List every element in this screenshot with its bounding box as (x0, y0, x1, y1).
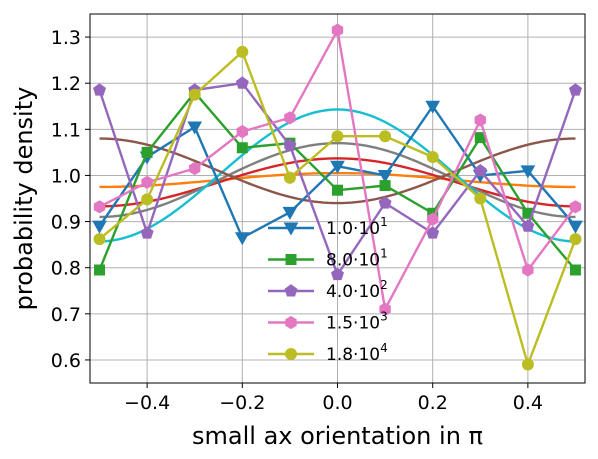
data-point (521, 219, 535, 232)
data-point (284, 111, 296, 125)
y-tick-label: 1.2 (51, 73, 81, 95)
data-point (331, 267, 344, 281)
x-tick-label: 0.2 (418, 392, 448, 414)
data-point (141, 193, 154, 206)
series-pentagon (93, 76, 582, 281)
data-point (330, 160, 345, 174)
data-point (568, 83, 582, 96)
legend-marker (285, 254, 297, 265)
series-hexagon (93, 23, 582, 316)
data-point (141, 175, 153, 189)
data-point (93, 200, 106, 214)
fit-curve (99, 141, 576, 219)
data-point (189, 161, 201, 176)
data-point (425, 100, 441, 114)
data-point (236, 45, 249, 58)
fit-curve (99, 137, 576, 205)
legend-marker (285, 315, 297, 330)
data-point (332, 184, 343, 196)
legend-label: 1.5·103 (326, 310, 388, 334)
y-tick-label: 1.1 (51, 119, 81, 141)
data-point (140, 226, 154, 239)
data-point (188, 88, 201, 101)
data-series (92, 23, 583, 371)
data-point (569, 200, 582, 214)
y-tick-label: 0.6 (51, 350, 81, 372)
fit-curve (99, 157, 576, 208)
legend-label: 1.0·101 (326, 215, 388, 239)
data-point (427, 212, 439, 226)
data-point (569, 233, 582, 246)
data-point (379, 180, 391, 192)
legend-item: 1.5·103 (268, 310, 388, 334)
legend-marker (283, 222, 299, 236)
y-tick-label: 1.0 (51, 165, 81, 187)
data-point (94, 264, 106, 276)
legend-label: 1.8·104 (326, 341, 388, 365)
data-point (235, 76, 249, 89)
data-point (331, 23, 344, 37)
data-point (236, 125, 248, 139)
data-point (568, 220, 583, 234)
data-point (379, 130, 392, 143)
legend-item: 8.0·101 (268, 247, 388, 271)
data-point (521, 358, 534, 371)
fit-curve (99, 108, 576, 243)
y-axis-label: probability density (10, 87, 38, 311)
data-point (93, 83, 107, 96)
x-tick-label: −0.2 (219, 392, 265, 414)
x-tick-label: −0.4 (124, 392, 170, 414)
y-tick-label: 0.7 (51, 304, 81, 326)
data-point (379, 302, 391, 316)
data-point (378, 196, 392, 209)
data-point (426, 150, 439, 163)
data-point (234, 232, 250, 246)
y-axis-ticks: 0.6 0.7 0.8 0.9 1.0 1.1 1.2 1.3 (51, 27, 90, 372)
data-point (93, 233, 106, 246)
x-axis-label: small ax orientation in π (192, 422, 483, 450)
y-tick-label: 1.3 (51, 27, 81, 49)
data-point (569, 264, 581, 276)
x-axis-ticks: −0.4 −0.2 0.0 0.2 0.4 (124, 383, 543, 414)
data-point (236, 142, 248, 154)
data-point (473, 164, 487, 177)
data-point (187, 121, 203, 135)
data-point (141, 146, 153, 158)
data-point (283, 171, 296, 184)
x-tick-label: 0.4 (513, 392, 543, 414)
data-point (474, 192, 487, 205)
legend-marker (285, 348, 297, 360)
data-point (282, 206, 298, 220)
legend-item: 1.0·101 (268, 215, 388, 239)
legend: 1.0·101 8.0·101 4.0·102 1.5·103 1.8·104 (268, 215, 388, 365)
legend-marker (284, 284, 298, 297)
series-circle (93, 45, 582, 371)
data-point (283, 138, 297, 151)
y-tick-label: 0.9 (51, 212, 81, 234)
data-point (522, 263, 534, 277)
y-tick-label: 0.8 (51, 258, 81, 280)
data-point (377, 169, 393, 183)
legend-label: 8.0·101 (326, 247, 388, 271)
legend-item: 1.8·104 (268, 341, 388, 365)
data-point (520, 165, 536, 179)
legend-item: 4.0·102 (268, 278, 388, 302)
data-point (92, 220, 107, 234)
data-point (474, 113, 486, 127)
legend-label: 4.0·102 (326, 278, 388, 302)
grid (90, 14, 585, 383)
x-tick-label: 0.0 (322, 392, 352, 414)
data-point (331, 130, 344, 143)
